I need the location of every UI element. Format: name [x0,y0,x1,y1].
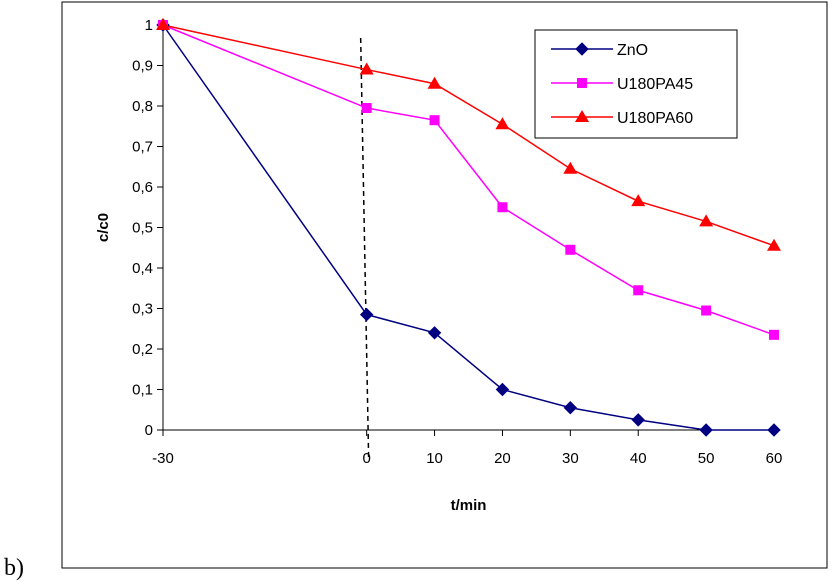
y-tick-label: 0,9 [132,58,153,75]
data-point-u180pa60 [359,62,374,75]
data-point-zno [631,413,645,427]
data-point-zno [427,326,442,340]
plot-area: 0 0,1 0,2 0,3 0,4 0,5 0,6 0,7 0,8 0,9 1 -30 0 10 20 30 4… [95,17,782,514]
data-point-u180pa45 [769,329,779,340]
series-line-zno [162,24,774,431]
legend-label-u180pa45: U180PA45 [617,76,693,93]
panel-label: b) [4,555,24,581]
legend-marker-zno [575,42,589,56]
data-point-u180pa60 [631,194,646,207]
x-axis-title: t/min [451,497,487,514]
legend: ZnO U180PA45 U180PA60 [534,29,738,139]
data-point-zno [359,307,374,322]
data-point-u180pa45 [701,305,712,316]
y-tick-label: 0,6 [132,179,153,196]
x-tick-label: 0 [362,450,370,467]
y-tick-label: 0,7 [132,139,153,156]
data-point-zno [699,423,713,437]
x-tick-label: 10 [426,450,443,467]
y-tick-label: 0,8 [132,98,153,115]
data-point-u180pa45 [565,244,576,255]
data-point-u180pa45 [633,285,644,296]
data-point-u180pa60 [699,214,714,227]
data-point-u180pa60 [563,161,578,174]
data-point-u180pa45 [429,115,440,126]
legend-marker-u180pa60 [575,110,589,122]
reference-line-dashed [359,37,370,461]
x-tick-label: 30 [562,450,579,467]
data-point-zno [767,423,781,437]
data-point-zno [563,401,578,415]
y-tick-label: 0 [145,422,153,439]
legend-label-zno: ZnO [617,42,648,59]
x-tick-label: 40 [630,450,647,467]
data-point-u180pa45 [497,202,508,213]
data-point-zno [495,382,510,397]
data-point-u180pa60 [767,238,781,251]
y-tick-label: 0,4 [132,260,153,277]
y-tick-label: 0,2 [132,341,153,358]
data-point-u180pa60 [427,76,442,89]
x-tick-label: 50 [698,450,715,467]
y-tick-label: 0,3 [132,301,153,318]
legend-box [534,29,738,139]
data-point-u180pa60 [156,18,170,30]
legend-label-u180pa60: U180PA60 [617,110,693,127]
x-tick-label: 20 [494,450,511,467]
series-line-u180pa45 [162,24,775,336]
data-point-u180pa45 [361,103,372,114]
series-line-u180pa60 [162,24,775,247]
legend-marker-u180pa45 [577,78,587,88]
y-axis-title: c/c0 [95,213,112,242]
y-tick-label: 0,5 [132,220,153,237]
x-tick-label: -30 [152,450,174,467]
x-tick-label: 60 [766,450,783,467]
y-tick-label: 0,1 [132,382,153,399]
y-tick-label: 1 [145,17,153,34]
data-point-u180pa60 [495,117,510,130]
